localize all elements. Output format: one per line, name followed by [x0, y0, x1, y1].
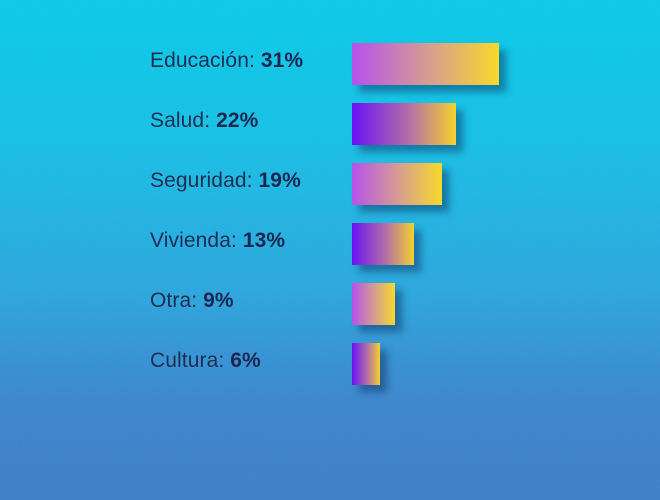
category-name: Salud	[150, 109, 205, 132]
bar	[352, 283, 395, 325]
category-name: Educación	[150, 49, 249, 72]
value-label: 22%	[216, 109, 259, 132]
category-name: Vivienda	[150, 229, 231, 252]
label-separator: :	[230, 229, 243, 252]
bar	[352, 223, 414, 265]
bar	[352, 103, 456, 145]
bar-label: Seguridad: 19%	[150, 161, 301, 201]
label-separator: :	[248, 49, 261, 72]
bar-label: Otra: 9%	[150, 281, 234, 321]
value-label: 19%	[258, 169, 301, 192]
category-name: Otra	[150, 289, 192, 312]
value-label: 31%	[260, 49, 304, 72]
label-separator: :	[191, 289, 204, 312]
label-separator: :	[246, 169, 259, 192]
category-name: Seguridad	[150, 169, 247, 192]
value-label: 6%	[230, 349, 261, 372]
bar-label: Vivienda: 13%	[150, 221, 285, 261]
value-label: 9%	[203, 289, 234, 312]
bar-label: Educación: 31%	[150, 41, 303, 81]
bar-label: Cultura: 6%	[150, 341, 261, 381]
bar	[352, 343, 380, 385]
bar	[352, 43, 499, 85]
label-separator: :	[218, 349, 231, 372]
bar-label: Salud: 22%	[150, 101, 258, 141]
value-label: 13%	[242, 229, 286, 252]
label-separator: :	[204, 109, 217, 132]
category-name: Cultura	[150, 349, 219, 372]
bar	[352, 163, 442, 205]
